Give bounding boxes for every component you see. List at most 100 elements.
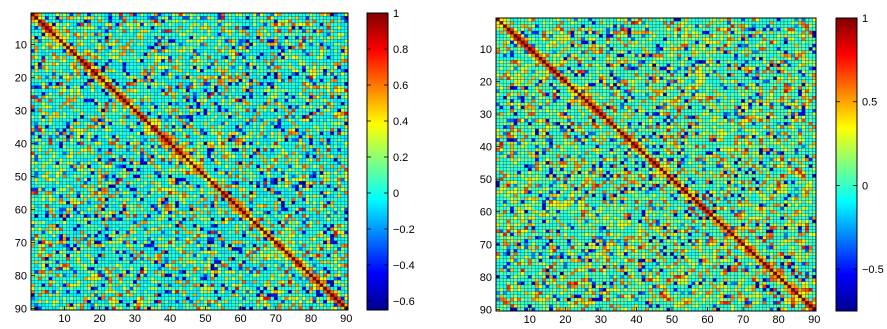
heatmap-cell [333, 181, 338, 185]
heatmap-cell [133, 174, 137, 179]
heatmap-cell [273, 141, 278, 146]
heatmap-cell [143, 138, 148, 142]
heatmap-cell [312, 95, 317, 99]
heatmap-cell [305, 144, 310, 149]
heatmap-cell [69, 68, 74, 73]
heatmap-cell [168, 177, 173, 182]
heatmap-cell [298, 128, 303, 132]
heatmap-cell [41, 49, 46, 53]
heatmap-cell [287, 59, 292, 63]
heatmap-cell [319, 184, 324, 189]
heatmap-cell [298, 181, 303, 185]
heatmap-cell [242, 62, 247, 66]
heatmap-cell [323, 98, 328, 103]
heatmap-cell [235, 22, 239, 27]
heatmap-cell [245, 158, 250, 162]
heatmap-cell [111, 154, 116, 159]
heatmap-cell [44, 131, 49, 136]
heatmap-cell [298, 158, 303, 162]
heatmap-cell [182, 125, 187, 129]
heatmap-cell [168, 161, 173, 165]
heatmap-cell [263, 161, 268, 165]
heatmap-cell [90, 101, 95, 106]
heatmap-cell [203, 49, 208, 53]
heatmap-cell [143, 32, 148, 37]
heatmap-cell [249, 151, 254, 156]
heatmap-cell [238, 55, 243, 60]
heatmap-cell [249, 68, 254, 73]
heatmap-cell [178, 164, 183, 169]
heatmap-cell [41, 131, 46, 136]
heatmap-cell [66, 72, 70, 76]
heatmap-cell [263, 65, 268, 70]
heatmap-cell [206, 72, 211, 76]
heatmap-cell [263, 174, 268, 179]
heatmap-cell [55, 32, 60, 37]
heatmap-cell [108, 134, 113, 139]
heatmap-cell [203, 101, 208, 106]
heatmap-cell [291, 184, 296, 189]
heatmap-cell [266, 12, 271, 17]
heatmap-cell [80, 187, 85, 192]
heatmap-cell [224, 92, 229, 96]
heatmap-cell [90, 52, 95, 57]
heatmap-cell [108, 16, 113, 20]
heatmap-cell [182, 144, 187, 149]
heatmap-cell [129, 187, 134, 192]
heatmap-cell [125, 144, 130, 149]
heatmap-cell [284, 52, 289, 57]
heatmap-cell [150, 138, 155, 142]
heatmap-cell [168, 141, 173, 146]
heatmap-cell [178, 101, 183, 106]
heatmap-cell [161, 118, 166, 123]
heatmap-cell [337, 78, 342, 83]
heatmap-cell [256, 29, 261, 33]
heatmap-cell [284, 191, 289, 195]
heatmap-cell [210, 52, 215, 57]
heatmap-cell [44, 82, 49, 86]
heatmap-cell [273, 29, 278, 33]
heatmap-cell [221, 85, 225, 90]
heatmap-cell [319, 134, 324, 139]
heatmap-cell [175, 108, 180, 113]
heatmap-cell [291, 22, 296, 27]
heatmap-cell [76, 111, 81, 116]
heatmap-cell [66, 191, 70, 195]
heatmap-cell [217, 164, 222, 169]
heatmap-cell [312, 121, 317, 126]
heatmap-cell [80, 55, 85, 60]
heatmap-cell [340, 12, 345, 17]
heatmap-cell [37, 45, 42, 50]
heatmap-cell [221, 138, 225, 142]
heatmap-cell [90, 95, 95, 99]
heatmap-cell [168, 95, 173, 99]
heatmap-cell [55, 88, 60, 93]
heatmap-cell [154, 138, 158, 142]
heatmap-cell [147, 177, 151, 182]
heatmap-cell [256, 115, 261, 119]
heatmap-cell [171, 144, 176, 149]
heatmap-cell [48, 82, 53, 86]
heatmap-cell [104, 191, 109, 195]
heatmap-cell [161, 144, 166, 149]
heatmap-cell [157, 88, 162, 93]
heatmap-cell [125, 174, 130, 179]
heatmap-cell [164, 154, 169, 159]
heatmap-cell [73, 184, 77, 189]
heatmap-cell [157, 154, 162, 159]
heatmap-cell [249, 158, 254, 162]
heatmap-cell [34, 144, 39, 149]
heatmap-cell [192, 98, 197, 103]
heatmap-cell [228, 39, 232, 43]
heatmap-cell [118, 151, 123, 156]
heatmap-cell [214, 72, 218, 76]
heatmap-cell [231, 75, 236, 80]
heatmap-cell [115, 78, 120, 83]
heatmap-cell [125, 26, 130, 30]
heatmap-cell [154, 154, 158, 159]
heatmap-cell [280, 55, 285, 60]
heatmap-cell [203, 115, 208, 119]
heatmap-cell [196, 16, 201, 20]
heatmap-cell [62, 138, 67, 142]
heatmap-cell [73, 131, 77, 136]
